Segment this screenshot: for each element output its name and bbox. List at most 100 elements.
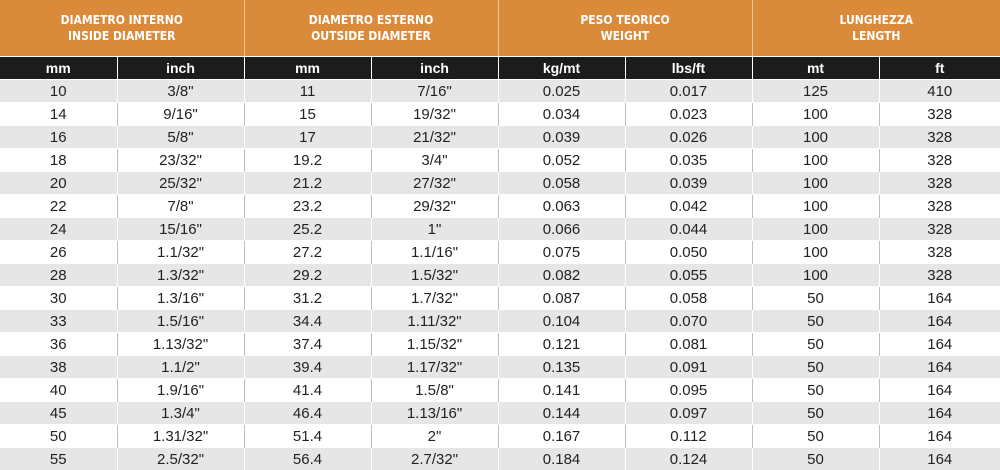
cell-weight-lbs-ft: 0.035 [624, 148, 753, 172]
cell-weight-kg-mt: 0.034 [497, 102, 626, 126]
cell-length-mt: 50 [751, 332, 880, 356]
unit-header-id-mm: mm [0, 57, 117, 80]
table-row: 40 1.9/16" 41.4 1.5/8" 0.141 0.095 50 164 [0, 378, 1000, 402]
cell-id-mm: 24 [0, 217, 117, 241]
cell-od-mm: 41.4 [243, 378, 372, 402]
cell-id-inch: 1.1/32" [116, 240, 245, 264]
cell-od-inch: 1.1/16" [370, 240, 499, 264]
cell-length-mt: 50 [751, 355, 880, 379]
cell-id-mm: 30 [0, 286, 117, 310]
cell-od-inch: 1.15/32" [370, 332, 499, 356]
table-row: 30 1.3/16" 31.2 1.7/32" 0.087 0.058 50 164 [0, 286, 1000, 310]
cell-weight-lbs-ft: 0.091 [624, 355, 753, 379]
cell-id-inch: 3/8" [116, 79, 245, 103]
cell-od-mm: 19.2 [243, 148, 372, 172]
cell-od-mm: 15 [243, 102, 372, 126]
cell-weight-kg-mt: 0.104 [497, 309, 626, 333]
cell-od-mm: 11 [243, 79, 372, 103]
cell-id-inch: 1.13/32" [116, 332, 245, 356]
table-row: 50 1.31/32" 51.4 2" 0.167 0.112 50 164 [0, 424, 1000, 448]
cell-id-inch: 1.5/16" [116, 309, 245, 333]
cell-id-inch: 15/16" [116, 217, 245, 241]
cell-length-ft: 328 [878, 148, 1000, 172]
cell-id-mm: 10 [0, 79, 117, 103]
cell-od-mm: 34.4 [243, 309, 372, 333]
table-row: 38 1.1/2" 39.4 1.17/32" 0.135 0.091 50 164 [0, 355, 1000, 379]
header-spacer [0, 56, 1000, 57]
cell-od-mm: 29.2 [243, 263, 372, 287]
group-header-inside-diameter: DIAMETRO INTERNO INSIDE DIAMETER [0, 0, 245, 56]
cell-weight-kg-mt: 0.184 [497, 447, 626, 470]
table-header: DIAMETRO INTERNO INSIDE DIAMETER DIAMETR… [0, 0, 1000, 80]
unit-header-length-mt: mt [751, 57, 880, 80]
unit-header-od-inch: inch [370, 57, 499, 80]
cell-od-mm: 51.4 [243, 424, 372, 448]
cell-length-ft: 328 [878, 263, 1000, 287]
cell-weight-kg-mt: 0.052 [497, 148, 626, 172]
cell-od-inch: 2" [370, 424, 499, 448]
cell-id-mm: 38 [0, 355, 117, 379]
cell-od-mm: 37.4 [243, 332, 372, 356]
cell-id-mm: 22 [0, 194, 117, 218]
cell-length-mt: 100 [751, 263, 880, 287]
table-row: 26 1.1/32" 27.2 1.1/16" 0.075 0.050 100 328 [0, 240, 1000, 264]
cell-od-inch: 1.13/16" [370, 401, 499, 425]
cell-length-mt: 50 [751, 401, 880, 425]
cell-weight-lbs-ft: 0.070 [624, 309, 753, 333]
table-row: 14 9/16" 15 19/32" 0.034 0.023 100 328 [0, 102, 1000, 126]
unit-header-weight-lbs-ft: lbs/ft [624, 57, 753, 80]
cell-length-mt: 100 [751, 194, 880, 218]
cell-od-inch: 1.5/8" [370, 378, 499, 402]
table-row: 10 3/8" 11 7/16" 0.025 0.017 125 410 [0, 79, 1000, 103]
cell-od-mm: 31.2 [243, 286, 372, 310]
cell-length-mt: 50 [751, 447, 880, 470]
cell-id-mm: 28 [0, 263, 117, 287]
table-row: 55 2.5/32" 56.4 2.7/32" 0.184 0.124 50 164 [0, 447, 1000, 470]
cell-weight-kg-mt: 0.066 [497, 217, 626, 241]
table-row: 28 1.3/32" 29.2 1.5/32" 0.082 0.055 100 328 [0, 263, 1000, 287]
unit-header-od-mm: mm [243, 57, 372, 80]
cell-id-inch: 2.5/32" [116, 447, 245, 470]
cell-od-inch: 3/4" [370, 148, 499, 172]
cell-length-ft: 164 [878, 286, 1000, 310]
cell-length-ft: 164 [878, 401, 1000, 425]
cell-id-mm: 40 [0, 378, 117, 402]
table-row: 18 23/32" 19.2 3/4" 0.052 0.035 100 328 [0, 148, 1000, 172]
cell-id-inch: 1.31/32" [116, 424, 245, 448]
cell-id-mm: 55 [0, 447, 117, 470]
cell-weight-kg-mt: 0.039 [497, 125, 626, 149]
cell-length-mt: 50 [751, 424, 880, 448]
cell-weight-lbs-ft: 0.026 [624, 125, 753, 149]
cell-id-inch: 1.3/4" [116, 401, 245, 425]
cell-weight-lbs-ft: 0.023 [624, 102, 753, 126]
cell-length-mt: 50 [751, 309, 880, 333]
cell-id-inch: 9/16" [116, 102, 245, 126]
cell-id-inch: 1.9/16" [116, 378, 245, 402]
cell-id-mm: 20 [0, 171, 117, 195]
cell-id-mm: 50 [0, 424, 117, 448]
cell-weight-lbs-ft: 0.112 [624, 424, 753, 448]
cell-weight-kg-mt: 0.141 [497, 378, 626, 402]
cell-id-inch: 1.1/2" [116, 355, 245, 379]
cell-length-ft: 164 [878, 309, 1000, 333]
unit-header-id-inch: inch [116, 57, 245, 80]
table-row: 22 7/8" 23.2 29/32" 0.063 0.042 100 328 [0, 194, 1000, 218]
cell-weight-kg-mt: 0.025 [497, 79, 626, 103]
cell-id-inch: 5/8" [116, 125, 245, 149]
group-header-line-en: LENGTH [852, 29, 901, 43]
cell-length-mt: 100 [751, 217, 880, 241]
cell-length-mt: 100 [751, 171, 880, 195]
group-header-weight: PESO TEORICO WEIGHT [497, 0, 753, 56]
cell-weight-kg-mt: 0.063 [497, 194, 626, 218]
cell-weight-kg-mt: 0.058 [497, 171, 626, 195]
cell-weight-lbs-ft: 0.044 [624, 217, 753, 241]
group-header-line-en: OUTSIDE DIAMETER [311, 29, 431, 43]
group-header-line-it: PESO TEORICO [580, 13, 670, 27]
cell-id-inch: 25/32" [116, 171, 245, 195]
cell-weight-lbs-ft: 0.042 [624, 194, 753, 218]
header-spacer-cell [0, 56, 1000, 57]
cell-od-inch: 1.5/32" [370, 263, 499, 287]
cell-length-ft: 164 [878, 447, 1000, 470]
cell-id-inch: 7/8" [116, 194, 245, 218]
